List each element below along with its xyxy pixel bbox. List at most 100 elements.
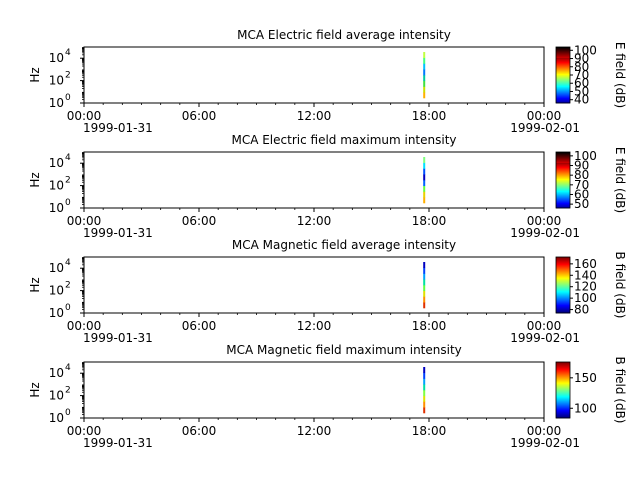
colorbar-swatch (556, 191, 570, 193)
y-axis-label: Hz (28, 382, 42, 397)
x-tick-label: 00:00 (527, 424, 562, 438)
x-date-end: 1999-02-01 (510, 436, 580, 450)
colorbar-swatch (556, 172, 570, 174)
colorbar-swatch (556, 192, 570, 194)
colorbar-swatch (556, 61, 570, 63)
colorbar-swatch (556, 305, 570, 307)
colorbar-swatch (556, 178, 570, 180)
panel-2: MCA Electric field maximum intensity Hz 10… (28, 133, 627, 240)
colorbar-swatch (556, 366, 570, 368)
colorbar-label: E field (dB) (613, 42, 627, 108)
colorbar-swatch (556, 169, 570, 171)
colorbar-swatch (556, 378, 570, 380)
colorbar-swatch (556, 364, 570, 366)
colorbar-swatch (556, 262, 570, 264)
colorbar-swatch (556, 384, 570, 386)
y-tick-exponent: 2 (65, 176, 71, 186)
x-tick-label: 12:00 (297, 214, 332, 228)
y-tick-label: 10 (49, 366, 64, 380)
colorbar-swatch (556, 381, 570, 383)
colorbar-swatch (556, 310, 570, 312)
colorbar-swatch (556, 288, 570, 290)
colorbar-swatch (556, 161, 570, 163)
colorbar-swatch (556, 388, 570, 390)
colorbar-swatch (556, 198, 570, 200)
colorbar-swatch (556, 166, 570, 168)
colorbar-swatch (556, 294, 570, 296)
colorbar-swatch (556, 415, 570, 417)
colorbar-swatch (556, 265, 570, 267)
colorbar-swatch (556, 99, 570, 101)
panel-title: MCA Electric field average intensity (237, 28, 451, 42)
colorbar-swatch (556, 405, 570, 407)
colorbar-swatch (556, 273, 570, 275)
spectrogram-cell (423, 302, 426, 309)
x-date-end: 1999-02-01 (510, 226, 580, 240)
colorbar-swatch (556, 181, 570, 183)
colorbar-swatch (556, 380, 570, 382)
colorbar-swatch (556, 203, 570, 205)
colorbar-swatch (556, 399, 570, 401)
colorbar-swatch (556, 365, 570, 367)
colorbar-swatch (556, 376, 570, 378)
colorbar-swatch (556, 303, 570, 305)
colorbar-swatch (556, 96, 570, 98)
colorbar-swatch (556, 202, 570, 204)
colorbar-swatch (556, 63, 570, 65)
colorbar-swatch (556, 78, 570, 80)
x-tick-label: 06:00 (182, 424, 217, 438)
colorbar-swatch (556, 261, 570, 263)
colorbar-swatch (556, 76, 570, 78)
spectrogram-cell (423, 174, 426, 181)
y-tick-label: 10 (49, 74, 64, 88)
spectrogram-cell (423, 407, 426, 414)
x-tick-label: 00:00 (527, 214, 562, 228)
colorbar-swatch (556, 383, 570, 385)
panel-4: MCA Magnetic field maximum intensity Hz 10… (28, 343, 627, 450)
x-tick-label: 18:00 (412, 319, 447, 333)
colorbar-swatch (556, 68, 570, 70)
colorbar-swatch (556, 260, 570, 262)
colorbar-swatch (556, 155, 570, 157)
colorbar-swatch (556, 271, 570, 273)
colorbar-swatch (556, 167, 570, 169)
colorbar-swatch (556, 277, 570, 279)
colorbar-swatch (556, 370, 570, 372)
x-date-start: 1999-01-31 (83, 331, 153, 345)
y-tick-exponent: 4 (65, 363, 71, 373)
y-axis-label: Hz (28, 172, 42, 187)
x-tick-label: 00:00 (67, 319, 102, 333)
colorbar-swatch (556, 165, 570, 167)
y-tick-label: 10 (49, 156, 64, 170)
colorbar-swatch (556, 186, 570, 188)
colorbar-tick-label: 60 (574, 76, 589, 90)
y-tick-exponent: 4 (65, 153, 71, 163)
colorbar-swatch (556, 90, 570, 92)
colorbar-tick-label: 90 (574, 52, 589, 66)
x-date-start: 1999-01-31 (83, 121, 153, 135)
colorbar-swatch (556, 101, 570, 103)
colorbar-swatch (556, 300, 570, 302)
colorbar-swatch (556, 416, 570, 418)
colorbar-swatch (556, 163, 570, 165)
colorbar-swatch (556, 197, 570, 199)
colorbar-swatch (556, 95, 570, 97)
spectrogram-cell (423, 80, 426, 87)
colorbar-swatch (556, 290, 570, 292)
x-date-start: 1999-01-31 (83, 226, 153, 240)
colorbar-frame (555, 361, 571, 419)
colorbar-swatch (556, 298, 570, 300)
colorbar-swatch (556, 80, 570, 82)
x-tick-label: 00:00 (67, 214, 102, 228)
colorbar-swatch (556, 173, 570, 175)
colorbar-swatch (556, 60, 570, 62)
y-tick-label: 10 (49, 306, 64, 320)
spectrogram-cell (423, 372, 426, 379)
colorbar-label: E field (dB) (613, 147, 627, 213)
colorbar-swatch (556, 97, 570, 99)
y-tick-exponent: 4 (65, 48, 71, 58)
y-tick-exponent: 0 (65, 93, 71, 103)
colorbar-tick-label: 70 (574, 178, 589, 192)
colorbar-swatch (556, 285, 570, 287)
